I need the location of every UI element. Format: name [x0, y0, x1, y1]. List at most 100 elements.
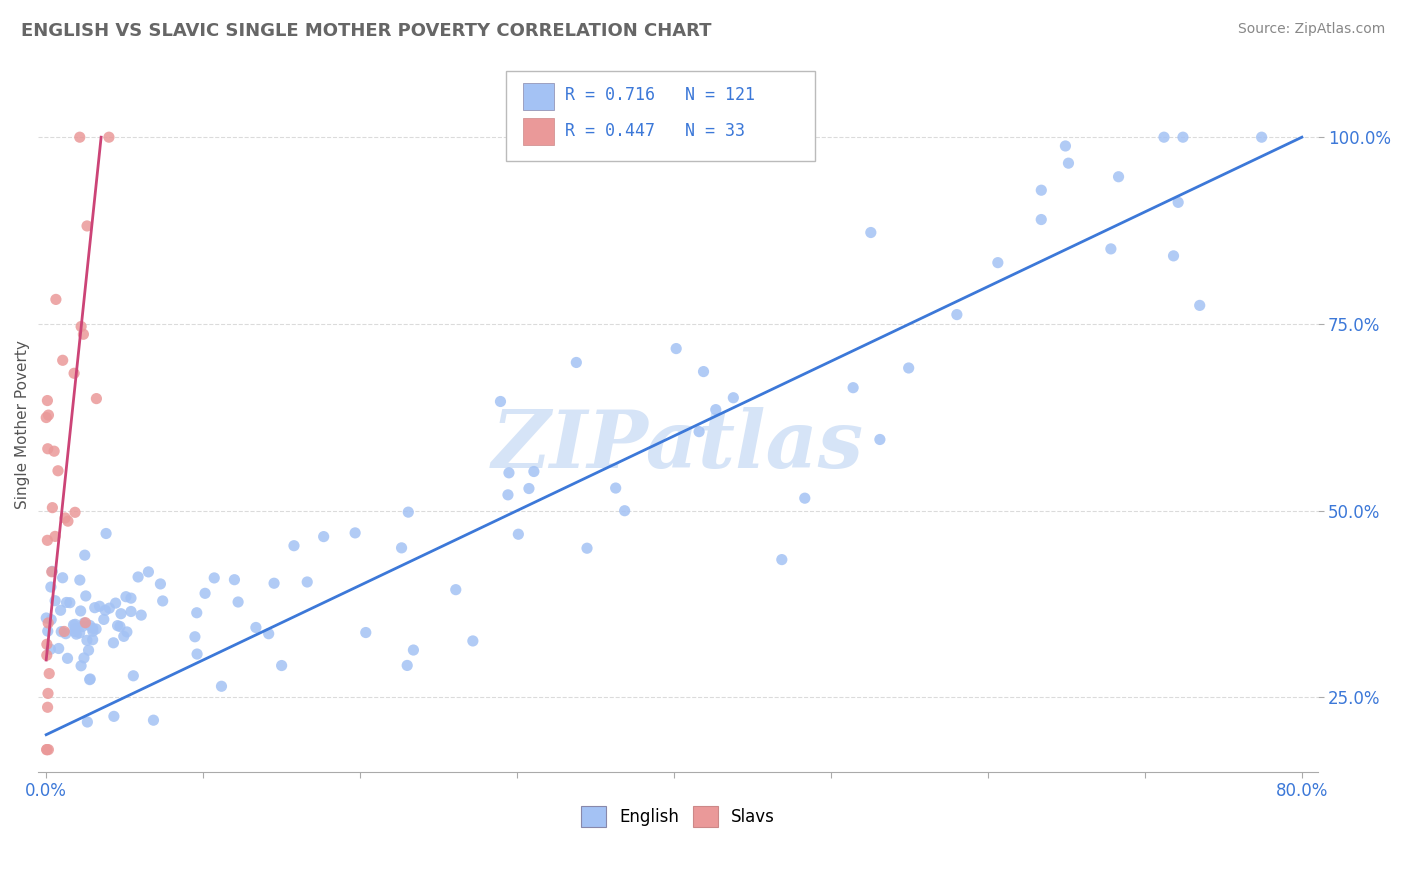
Point: [39, 613, 62, 627]
Point: [69, 604, 91, 618]
Point: [89, 599, 111, 614]
Point: [63, 505, 86, 519]
Point: [1171, 130, 1194, 145]
Point: [44, 529, 66, 543]
Text: R = 0.716   N = 121: R = 0.716 N = 121: [565, 87, 755, 104]
Point: [127, 570, 149, 584]
Point: [65, 622, 87, 636]
Point: [73, 548, 96, 562]
Point: [63, 624, 86, 639]
Point: [110, 607, 132, 621]
Point: [98, 130, 121, 145]
Point: [84, 622, 107, 636]
Point: [692, 365, 714, 379]
Point: [108, 619, 131, 633]
Point: [73, 615, 96, 630]
Point: [41, 565, 63, 579]
Point: [37, 624, 59, 639]
Point: [202, 571, 225, 585]
Point: [1031, 212, 1053, 227]
Point: [48, 641, 70, 656]
Point: [1057, 156, 1080, 170]
Y-axis label: Single Mother Poverty: Single Mother Poverty: [15, 341, 30, 509]
Point: [37, 533, 59, 548]
Text: R = 0.447   N = 33: R = 0.447 N = 33: [565, 122, 745, 140]
Point: [122, 669, 145, 683]
Point: [37, 442, 59, 456]
Point: [82, 632, 104, 647]
Point: [312, 530, 335, 544]
Point: [44, 444, 66, 458]
Point: [56, 651, 79, 665]
Point: [56, 514, 79, 528]
Point: [52, 353, 75, 368]
Point: [45, 293, 67, 307]
Point: [1188, 298, 1211, 312]
Point: [869, 433, 891, 447]
Point: [226, 595, 249, 609]
Point: [35, 410, 58, 425]
Point: [115, 624, 138, 639]
Point: [73, 651, 96, 665]
Point: [257, 626, 280, 640]
Point: [49, 603, 72, 617]
Point: [82, 622, 104, 636]
Point: [77, 643, 100, 657]
Point: [576, 541, 599, 556]
Point: [354, 625, 377, 640]
Point: [70, 319, 93, 334]
Point: [142, 713, 165, 727]
Point: [396, 505, 419, 519]
Point: [112, 629, 135, 643]
Point: [55, 595, 77, 609]
Point: [44, 593, 66, 607]
Point: [138, 565, 160, 579]
Point: [63, 366, 86, 380]
Point: [1153, 130, 1175, 145]
Point: [35, 611, 58, 625]
Point: [613, 504, 636, 518]
Point: [1054, 139, 1077, 153]
Point: [65, 627, 87, 641]
Point: [35, 648, 58, 663]
Point: [37, 615, 59, 630]
Point: [37, 393, 59, 408]
Point: [194, 586, 217, 600]
Point: [70, 658, 93, 673]
Point: [76, 633, 98, 648]
Point: [76, 219, 98, 233]
Point: [65, 617, 87, 632]
Point: [59, 596, 82, 610]
Text: ZIPatlas: ZIPatlas: [492, 407, 865, 484]
Point: [489, 394, 512, 409]
Point: [35, 742, 58, 756]
Point: [987, 255, 1010, 269]
Point: [72, 619, 94, 633]
Point: [211, 679, 233, 693]
Point: [770, 552, 793, 566]
Point: [1250, 130, 1272, 145]
Point: [38, 666, 60, 681]
Point: [517, 482, 540, 496]
Point: [75, 589, 97, 603]
Point: [53, 511, 76, 525]
Point: [859, 226, 882, 240]
Point: [245, 620, 267, 634]
Point: [86, 392, 108, 406]
Point: [946, 308, 969, 322]
Point: [605, 481, 627, 495]
Text: ENGLISH VS SLAVIC SINGLE MOTHER POVERTY CORRELATION CHART: ENGLISH VS SLAVIC SINGLE MOTHER POVERTY …: [21, 22, 711, 40]
Point: [35, 637, 58, 651]
Point: [897, 361, 920, 376]
Point: [52, 571, 75, 585]
Point: [129, 608, 152, 623]
Point: [283, 539, 305, 553]
Point: [402, 643, 425, 657]
Point: [79, 673, 101, 687]
Point: [107, 618, 129, 632]
Point: [224, 573, 246, 587]
Point: [461, 634, 484, 648]
Point: [120, 591, 142, 606]
Point: [1163, 249, 1185, 263]
Point: [396, 658, 419, 673]
